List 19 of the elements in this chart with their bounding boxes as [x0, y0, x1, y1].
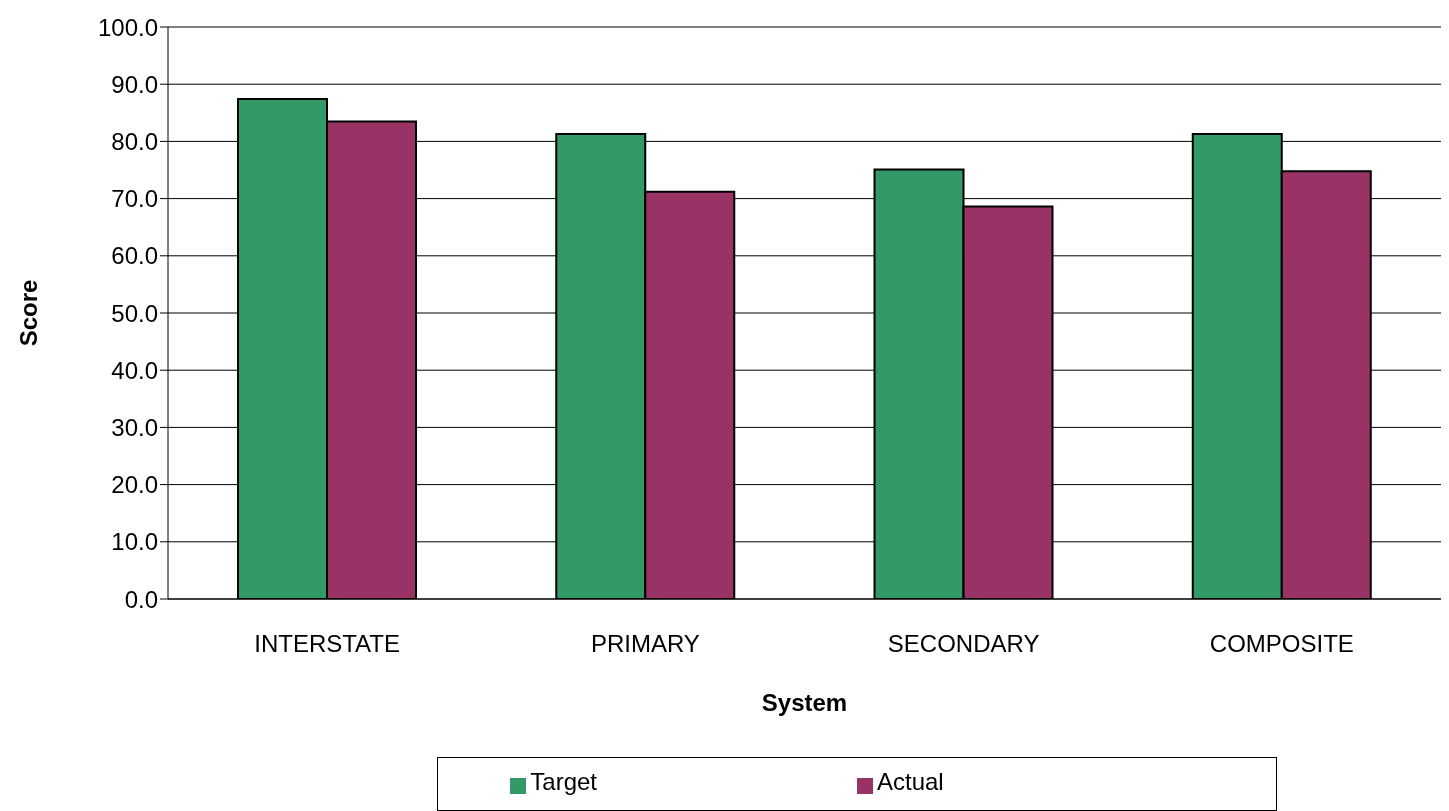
y-tick-label: 30.0 [111, 413, 158, 441]
legend-label: Target [530, 768, 597, 795]
y-tick-label: 50.0 [111, 299, 158, 327]
y-axis-title: Score [14, 279, 42, 347]
x-tick-label: COMPOSITE [1209, 630, 1354, 658]
x-tick-label: PRIMARY [590, 630, 700, 658]
y-tick-label: 20.0 [111, 471, 158, 499]
y-tick-label: 40.0 [111, 356, 158, 384]
y-tick-label: 60.0 [111, 242, 158, 270]
y-tick-label: 90.0 [111, 70, 158, 98]
legend-label: Actual [877, 768, 944, 795]
y-tick-label: 0.0 [124, 585, 158, 613]
y-tick-label: 10.0 [111, 528, 158, 556]
x-tick-label: INTERSTATE [254, 630, 401, 658]
y-tick-label: 70.0 [111, 185, 158, 213]
x-axis-title: System [761, 689, 848, 717]
y-tick-label: 100.0 [97, 13, 158, 41]
y-tick-label: 80.0 [111, 127, 158, 155]
x-tick-label: SECONDARY [887, 630, 1040, 658]
